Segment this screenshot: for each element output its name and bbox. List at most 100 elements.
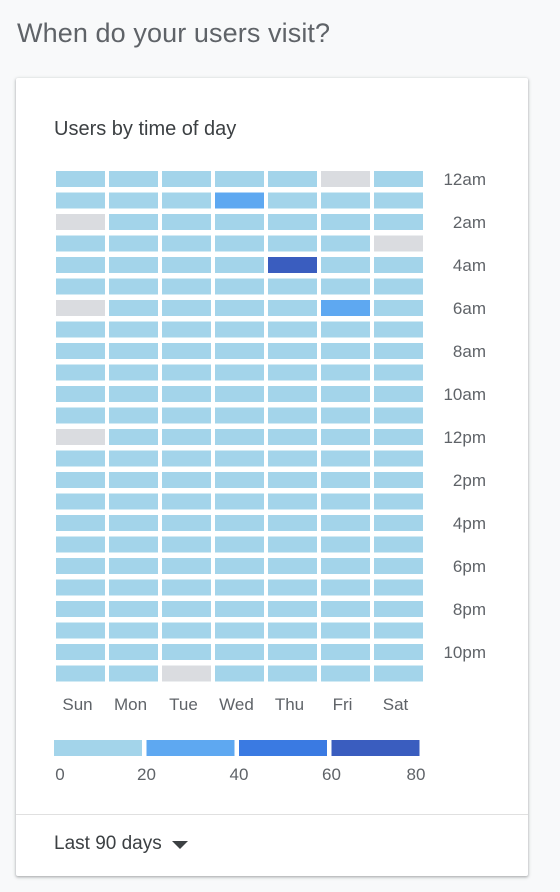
heatmap-cell[interactable]: [321, 536, 370, 553]
heatmap-cell[interactable]: [268, 601, 317, 617]
heatmap-cell[interactable]: [109, 536, 158, 553]
heatmap-cell[interactable]: [162, 644, 211, 660]
heatmap-cell[interactable]: [268, 300, 317, 316]
heatmap-cell[interactable]: [321, 407, 370, 424]
heatmap-cell[interactable]: [374, 601, 423, 617]
heatmap-cell[interactable]: [215, 450, 264, 467]
heatmap-cell[interactable]: [374, 558, 423, 574]
heatmap-cell[interactable]: [109, 493, 158, 510]
heatmap-cell[interactable]: [321, 493, 370, 510]
heatmap-cell[interactable]: [268, 171, 317, 187]
heatmap-cell[interactable]: [162, 235, 211, 252]
heatmap-cell[interactable]: [321, 278, 370, 295]
heatmap-cell[interactable]: [109, 364, 158, 381]
heatmap-cell[interactable]: [109, 622, 158, 639]
heatmap-cell[interactable]: [109, 579, 158, 596]
heatmap-cell[interactable]: [268, 429, 317, 445]
heatmap-cell[interactable]: [268, 665, 317, 682]
heatmap-cell[interactable]: [162, 429, 211, 445]
heatmap-cell[interactable]: [215, 214, 264, 230]
heatmap-cell[interactable]: [56, 278, 105, 295]
heatmap-cell[interactable]: [321, 429, 370, 445]
heatmap-cell[interactable]: [215, 278, 264, 295]
heatmap-cell[interactable]: [109, 192, 158, 209]
heatmap-cell[interactable]: [268, 579, 317, 596]
heatmap-cell[interactable]: [162, 536, 211, 553]
heatmap-cell[interactable]: [321, 171, 370, 187]
heatmap-cell[interactable]: [162, 300, 211, 316]
heatmap-cell[interactable]: [268, 278, 317, 295]
heatmap-cell[interactable]: [321, 622, 370, 639]
heatmap-cell[interactable]: [215, 429, 264, 445]
heatmap-cell[interactable]: [268, 515, 317, 531]
heatmap-cell[interactable]: [374, 622, 423, 639]
heatmap-cell[interactable]: [56, 472, 105, 488]
heatmap-cell[interactable]: [56, 171, 105, 187]
heatmap-cell[interactable]: [215, 192, 264, 209]
heatmap-cell[interactable]: [374, 278, 423, 295]
heatmap-cell[interactable]: [374, 214, 423, 230]
heatmap-cell[interactable]: [56, 214, 105, 230]
heatmap-cell[interactable]: [268, 364, 317, 381]
heatmap-cell[interactable]: [321, 579, 370, 596]
heatmap-cell[interactable]: [268, 235, 317, 252]
heatmap-cell[interactable]: [215, 493, 264, 510]
heatmap-cell[interactable]: [109, 300, 158, 316]
heatmap-cell[interactable]: [268, 257, 317, 273]
heatmap-cell[interactable]: [162, 192, 211, 209]
heatmap-cell[interactable]: [215, 257, 264, 273]
heatmap-cell[interactable]: [215, 536, 264, 553]
heatmap-cell[interactable]: [109, 558, 158, 574]
heatmap-cell[interactable]: [321, 343, 370, 359]
heatmap-cell[interactable]: [56, 235, 105, 252]
heatmap-cell[interactable]: [215, 364, 264, 381]
heatmap-cell[interactable]: [56, 450, 105, 467]
heatmap-cell[interactable]: [215, 235, 264, 252]
heatmap-cell[interactable]: [56, 192, 105, 209]
heatmap-cell[interactable]: [109, 429, 158, 445]
heatmap-cell[interactable]: [268, 407, 317, 424]
heatmap-cell[interactable]: [268, 343, 317, 359]
heatmap-cell[interactable]: [109, 601, 158, 617]
heatmap-cell[interactable]: [109, 321, 158, 338]
heatmap-cell[interactable]: [268, 472, 317, 488]
heatmap-cell[interactable]: [215, 601, 264, 617]
heatmap-cell[interactable]: [268, 558, 317, 574]
heatmap-cell[interactable]: [109, 171, 158, 187]
heatmap-cell[interactable]: [162, 450, 211, 467]
heatmap-cell[interactable]: [321, 321, 370, 338]
heatmap-cell[interactable]: [321, 300, 370, 316]
heatmap-cell[interactable]: [56, 558, 105, 574]
heatmap-cell[interactable]: [162, 257, 211, 273]
heatmap-cell[interactable]: [374, 386, 423, 402]
heatmap-cell[interactable]: [162, 579, 211, 596]
heatmap-cell[interactable]: [56, 386, 105, 402]
heatmap-cell[interactable]: [109, 472, 158, 488]
heatmap-cell[interactable]: [215, 472, 264, 488]
heatmap-cell[interactable]: [374, 536, 423, 553]
heatmap-cell[interactable]: [56, 665, 105, 682]
heatmap-cell[interactable]: [109, 278, 158, 295]
heatmap-cell[interactable]: [268, 321, 317, 338]
heatmap-cell[interactable]: [56, 515, 105, 531]
heatmap-cell[interactable]: [56, 407, 105, 424]
heatmap-cell[interactable]: [162, 214, 211, 230]
heatmap-cell[interactable]: [215, 171, 264, 187]
heatmap-cell[interactable]: [268, 386, 317, 402]
heatmap-cell[interactable]: [56, 343, 105, 359]
heatmap-cell[interactable]: [321, 214, 370, 230]
heatmap-cell[interactable]: [374, 515, 423, 531]
heatmap-cell[interactable]: [268, 214, 317, 230]
heatmap-cell[interactable]: [374, 300, 423, 316]
heatmap-cell[interactable]: [162, 278, 211, 295]
heatmap-cell[interactable]: [109, 665, 158, 682]
heatmap-cell[interactable]: [374, 429, 423, 445]
heatmap-cell[interactable]: [374, 364, 423, 381]
heatmap-cell[interactable]: [56, 300, 105, 316]
heatmap-cell[interactable]: [109, 386, 158, 402]
heatmap-cell[interactable]: [321, 601, 370, 617]
heatmap-cell[interactable]: [109, 343, 158, 359]
heatmap-cell[interactable]: [56, 321, 105, 338]
heatmap-cell[interactable]: [374, 171, 423, 187]
heatmap-cell[interactable]: [374, 579, 423, 596]
